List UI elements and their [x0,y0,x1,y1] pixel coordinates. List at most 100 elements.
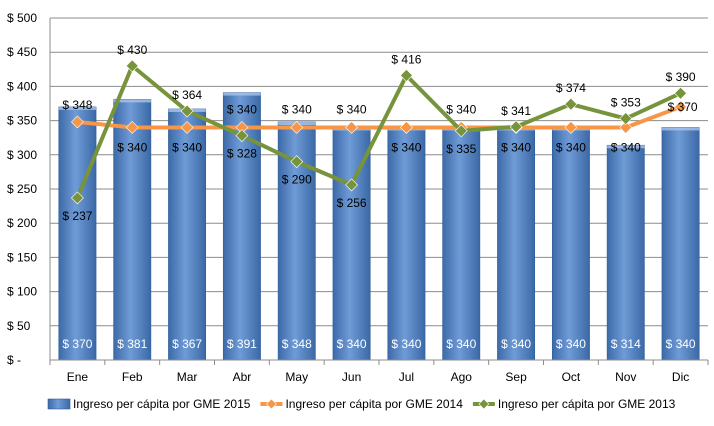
point-marker [345,178,359,192]
y-tick-label: $ 150 [7,250,37,264]
bar-value-label: $ 314 [611,337,641,351]
legend-label: Ingreso per cápita por GME 2013 [498,397,676,411]
y-tick-label: $ 300 [7,148,37,162]
y-tick-label: $ - [7,353,21,367]
point-marker [290,155,304,169]
bar [551,127,590,361]
y-tick-label: $ 250 [7,182,37,196]
bar [58,106,97,361]
line-2014-value-label: $ 340 [282,102,312,116]
line-series [70,59,688,205]
line-2013-value-label: $ 341 [501,104,531,118]
x-tick-label: Dic [672,370,689,384]
bar [661,127,700,361]
gridlines [50,17,708,327]
x-tick-label: Oct [562,370,581,384]
x-tick-label: May [285,370,308,384]
point-marker [180,104,194,118]
x-tick-label: Ene [67,370,89,384]
point-marker [564,97,578,111]
point-marker [509,120,523,134]
bar [332,127,371,361]
bar-top-highlight [58,106,97,110]
point-marker [345,121,359,134]
line-2014-value-label: $ 340 [611,140,641,154]
bar-value-label: $ 340 [501,337,531,351]
point-marker [619,112,633,125]
bar-series-2015 [58,92,700,361]
bar-value-label: $ 340 [391,337,421,351]
legend-label: Ingreso per cápita por GME 2014 [285,397,463,411]
line-2013-value-label: $ 328 [227,147,257,161]
x-tick-label: Mar [177,370,198,384]
point-marker [235,129,249,143]
y-tick-label: $ 200 [7,216,37,230]
y-tick-label: $ 50 [7,319,31,333]
bar [387,127,426,361]
line-2013-value-label: $ 374 [556,81,586,95]
bar-value-label: $ 340 [666,337,696,351]
point-marker [619,121,633,134]
bar [497,127,536,361]
line-2013-value-label: $ 364 [172,88,202,102]
line-2014-value-label: $ 340 [227,102,257,116]
bar-value-label: $ 340 [446,337,476,351]
line-2014-value-label: $ 340 [172,140,202,154]
line-2013-value-label: $ 353 [611,96,641,110]
point-marker [564,121,578,134]
bar-top-highlight [661,127,700,131]
data-labels: $ 370 $ 381 $ 367 $ 391 $ 348 $ 340 $ 340 $ 340… [62,43,698,351]
x-tick-label: Jun [342,370,361,384]
y-axis: $ - $ 50 $ 100 $ 150 $ 200 $ 250 $ 300 $ 350 $ 4… [7,11,51,367]
line-2014-value-label: $ 340 [501,140,531,154]
line-2013-value-label: $ 335 [446,142,476,156]
point-marker [399,69,413,82]
line-2014-value-label: $ 340 [337,102,367,116]
y-tick-label: $ 450 [7,45,37,59]
legend-swatch-marker [478,398,490,410]
bar-value-label: $ 367 [172,337,202,351]
bar-value-label: $ 381 [117,337,147,351]
line-2014-value-label: $ 370 [668,100,698,114]
point-marker [180,121,194,134]
point-marker [674,100,688,114]
x-tick-label: Sep [505,370,527,384]
x-tick-label: Feb [122,370,143,384]
y-tick-label: $ 100 [7,285,37,299]
x-axis: Ene Feb Mar Abr May Jun Jul Ago Sep Oct Nov Dic [49,359,709,384]
legend-label: Ingreso per cápita por GME 2015 [73,397,251,411]
bar-value-label: $ 340 [556,337,586,351]
bar-top-highlight [607,145,645,149]
y-tick-label: $ 500 [7,11,37,25]
legend-swatch-marker [266,398,277,410]
bar-value-label: $ 370 [62,337,92,351]
y-tick-label: $ 350 [7,114,37,128]
line-2013-value-label: $ 430 [117,43,147,57]
legend-swatch-bar [47,398,71,410]
bar-value-label: $ 348 [282,337,312,351]
line-2013-value-label: $ 237 [62,209,92,223]
bar-top-highlight [113,99,151,103]
line-2014-value-label: $ 348 [62,98,92,112]
line-2014-value-label: $ 340 [446,102,476,116]
x-tick-label: Jul [399,370,414,384]
y-tick-label: $ 400 [7,79,37,93]
line-2013-value-label: $ 290 [282,173,312,187]
point-marker [674,86,688,100]
point-marker [125,59,139,73]
bar [113,99,152,361]
point-marker [125,121,139,134]
line-2013-value-label: $ 256 [337,196,367,210]
line-2013-value-label: $ 416 [391,52,421,66]
point-marker [454,124,468,138]
legend: Ingreso per cápita por GME 2015 Ingreso p… [47,397,676,411]
bar-value-label: $ 340 [337,337,367,351]
bar-top-highlight [223,92,261,96]
point-marker [70,115,84,129]
point-marker [290,121,304,134]
bar [606,144,645,361]
x-tick-label: Nov [615,370,636,384]
line-2014-value-label: $ 340 [391,140,421,154]
point-marker [399,121,413,134]
